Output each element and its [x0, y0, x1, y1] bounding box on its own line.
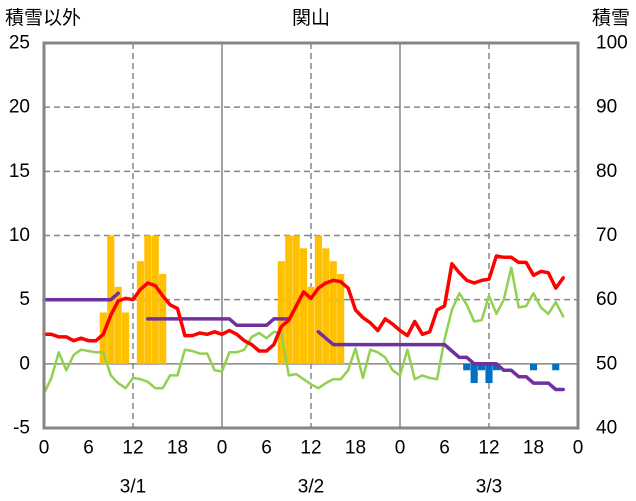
- left-axis-title: 積雪以外: [5, 7, 81, 29]
- blue-bar-series: [463, 363, 560, 384]
- orange-bar: [122, 312, 130, 364]
- orange-bar: [322, 248, 330, 364]
- orange-bar: [151, 235, 159, 364]
- right-axis-title: 積雪: [592, 7, 630, 29]
- left-y-tick-label: -5: [13, 418, 30, 439]
- right-y-tick-label: 70: [596, 225, 617, 246]
- blue-bar: [463, 363, 471, 371]
- orange-bar: [314, 235, 322, 364]
- purple-line-series: [42, 291, 565, 392]
- left-y-tick-label: 5: [19, 289, 30, 310]
- blue-bar: [529, 363, 538, 371]
- x-date-label: 3/1: [120, 477, 146, 498]
- orange-bar: [307, 286, 315, 364]
- x-tick-label: 12: [122, 438, 143, 459]
- orange-bar: [114, 286, 122, 364]
- blue-bar: [492, 363, 500, 371]
- orange-bar: [292, 235, 300, 364]
- right-y-tick-label: 90: [596, 97, 617, 118]
- x-tick-label: 6: [439, 438, 450, 459]
- x-tick-label: 18: [345, 438, 366, 459]
- x-tick-label: 0: [395, 438, 406, 459]
- blue-bar: [552, 363, 560, 371]
- x-tick-label: 18: [167, 438, 188, 459]
- blue-bar: [470, 363, 478, 384]
- orange-bar: [337, 274, 345, 364]
- axis-labels: 0 6 12 18 0 6 12 18 0 6 12 18 03/1 3/2 3/32520151050-5…: [9, 33, 628, 498]
- left-y-tick-label: 25: [9, 33, 30, 54]
- x-date-label: 3/3: [476, 477, 502, 498]
- right-y-tick-label: 80: [596, 161, 617, 182]
- x-tick-label: 0: [39, 438, 50, 459]
- plot-border: [42, 41, 580, 430]
- x-tick-label: 0: [217, 438, 228, 459]
- red-line-series: [42, 254, 565, 353]
- blue-bar: [478, 363, 486, 371]
- red-line: [42, 254, 565, 353]
- x-tick-label: 18: [523, 438, 544, 459]
- x-tick-label: 6: [83, 438, 94, 459]
- left-y-tick-label: 20: [9, 97, 30, 118]
- right-y-tick-label: 40: [596, 418, 617, 439]
- orange-bar: [136, 261, 144, 364]
- orange-bar: [329, 261, 337, 364]
- green-line: [42, 266, 565, 395]
- x-tick-label: 6: [261, 438, 272, 459]
- x-tick-label: 12: [478, 438, 499, 459]
- left-y-tick-label: 15: [9, 161, 30, 182]
- x-tick-label: 0: [573, 438, 584, 459]
- blue-bar: [485, 363, 493, 384]
- green-line-series: [42, 266, 565, 395]
- orange-bar: [300, 248, 308, 364]
- x-tick-label: 12: [300, 438, 321, 459]
- right-y-tick-label: 100: [596, 33, 628, 54]
- left-y-tick-label: 10: [9, 225, 30, 246]
- purple-line: [42, 291, 565, 392]
- orange-bar: [277, 261, 285, 364]
- chart-title: 関山: [292, 7, 330, 29]
- x-date-label: 3/2: [298, 477, 324, 498]
- orange-bar: [99, 312, 107, 364]
- right-y-tick-label: 50: [596, 353, 617, 374]
- orange-bar: [144, 235, 152, 364]
- right-y-tick-label: 60: [596, 289, 617, 310]
- left-y-tick-label: 0: [19, 353, 30, 374]
- orange-bar: [285, 235, 293, 364]
